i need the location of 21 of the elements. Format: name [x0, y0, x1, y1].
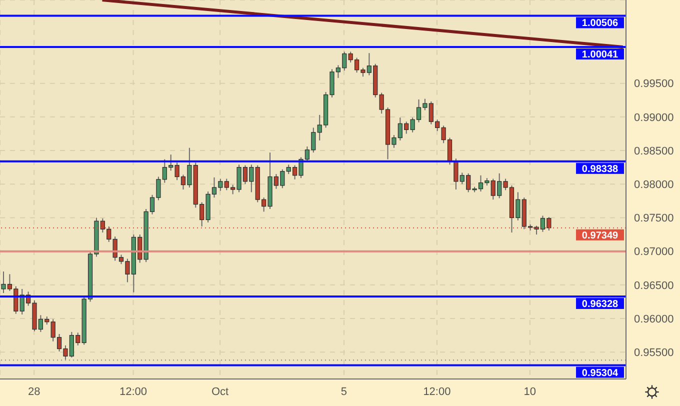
ref-line-label: 1.00506	[582, 18, 619, 30]
y-tick-label: 0.99500	[634, 78, 674, 90]
ref-line-label: 1.00041	[582, 49, 619, 60]
y-tick-label: 0.96000	[634, 313, 674, 326]
x-tick-label: 12:00	[423, 386, 451, 398]
y-tick-label: 0.97000	[634, 246, 674, 258]
x-tick-label: 5	[340, 386, 348, 398]
x-tick-label: Oct	[211, 386, 229, 398]
x-tick-label: 28	[28, 386, 40, 398]
y-tick-label: 0.95500	[634, 347, 674, 360]
ref-line-label: 0.96328	[582, 298, 619, 310]
y-tick-label: 0.98500	[634, 145, 674, 158]
ref-line-label: 0.97349	[582, 230, 619, 242]
y-tick-label: 0.96500	[634, 280, 674, 292]
y-tick-label: 0.97500	[634, 212, 674, 225]
ref-line-label: 0.98338	[582, 164, 619, 175]
x-tick-label: 10	[524, 386, 536, 398]
y-tick-label: 0.99000	[634, 112, 674, 124]
y-tick-label: 0.98000	[634, 179, 674, 192]
ref-line-label: 0.95304	[582, 368, 619, 379]
x-tick-label: 12:00	[119, 386, 148, 398]
